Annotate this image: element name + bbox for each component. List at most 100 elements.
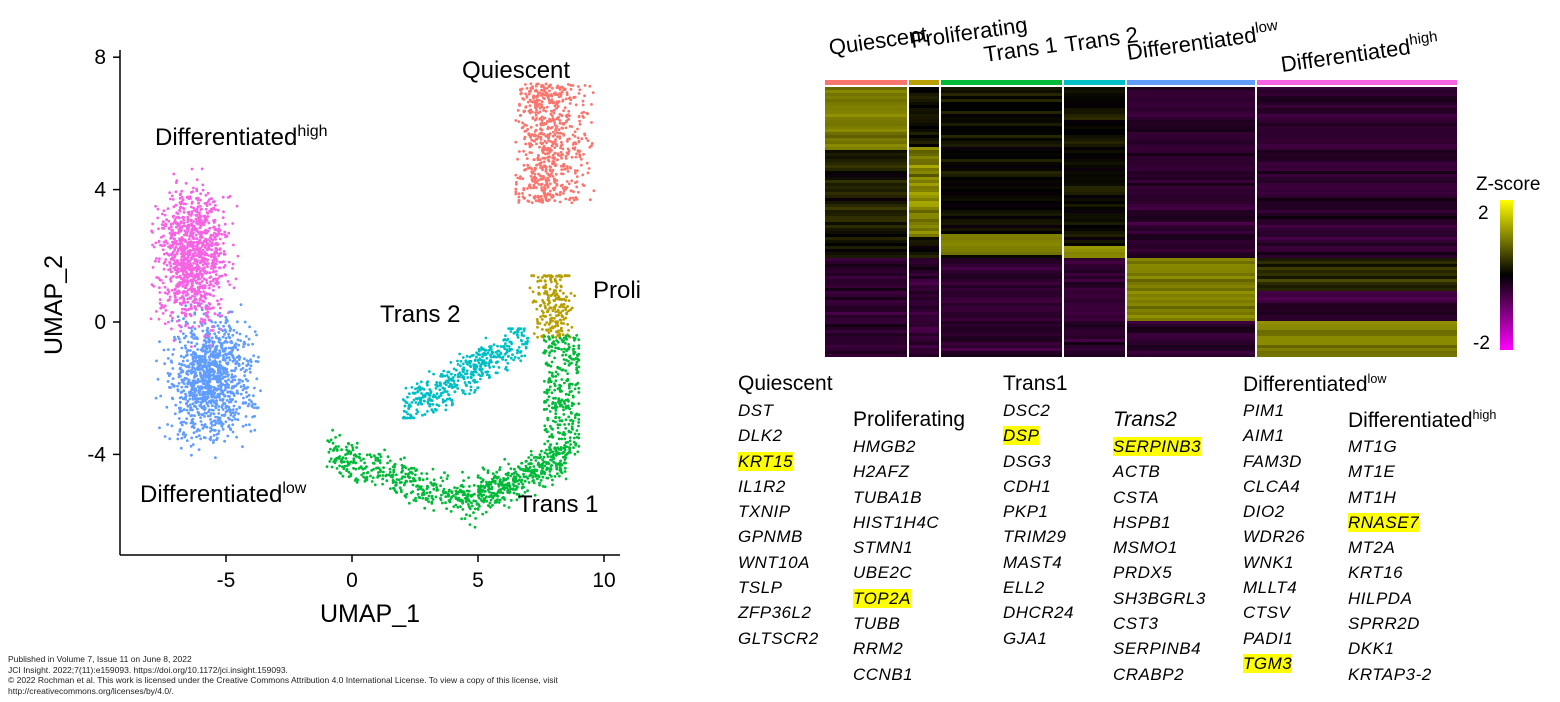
heatmap-cell <box>825 336 907 339</box>
data-point <box>196 368 200 372</box>
data-point <box>228 283 232 286</box>
data-point <box>546 418 550 422</box>
data-point <box>565 180 569 183</box>
heatmap-cell <box>909 126 939 129</box>
data-point <box>173 412 177 416</box>
data-point <box>161 220 165 224</box>
data-point <box>252 354 256 358</box>
data-point <box>461 501 464 505</box>
data-point <box>543 379 546 383</box>
data-point <box>574 103 578 107</box>
data-point <box>569 308 572 312</box>
data-point <box>221 377 225 380</box>
data-point <box>541 467 545 470</box>
data-point <box>247 343 250 347</box>
data-point <box>564 441 568 445</box>
data-point <box>207 245 211 249</box>
data-point <box>519 350 523 353</box>
data-point <box>162 227 166 230</box>
data-point <box>196 366 200 369</box>
data-point <box>218 232 221 236</box>
data-point <box>195 265 199 269</box>
heatmap-cell <box>941 165 1062 168</box>
heatmap-cell <box>909 240 939 243</box>
heatmap-cell <box>825 303 907 306</box>
data-point <box>532 274 536 278</box>
data-point <box>555 106 558 110</box>
data-point <box>546 125 550 129</box>
data-point <box>227 385 231 389</box>
data-point <box>399 488 403 492</box>
data-point <box>166 252 170 256</box>
data-point <box>568 102 572 105</box>
data-point <box>488 346 492 349</box>
data-point <box>253 428 257 432</box>
data-point <box>241 362 245 365</box>
data-point <box>183 376 187 380</box>
data-point <box>557 86 561 90</box>
data-point <box>516 334 519 337</box>
data-point <box>191 190 195 194</box>
data-point <box>543 160 546 164</box>
data-point <box>553 133 557 137</box>
data-point <box>556 324 560 328</box>
data-point <box>238 332 242 336</box>
data-point <box>526 187 529 190</box>
data-point <box>474 517 477 520</box>
heatmap-cell <box>941 141 1062 144</box>
data-point <box>577 424 580 428</box>
data-point <box>233 369 236 373</box>
heatmap-cell <box>909 303 939 306</box>
data-point <box>484 370 488 374</box>
data-point <box>554 420 557 424</box>
data-point <box>525 157 529 161</box>
data-point <box>151 266 155 269</box>
data-point <box>184 392 187 396</box>
x-axis-label: UMAP_1 <box>320 600 420 628</box>
data-point <box>171 243 175 247</box>
data-point <box>212 419 216 423</box>
data-point <box>376 475 379 479</box>
data-point <box>346 464 349 468</box>
data-point <box>496 490 500 494</box>
heatmap-cell <box>909 150 939 153</box>
data-point <box>202 343 205 347</box>
data-point <box>246 385 250 389</box>
data-point <box>558 200 562 204</box>
data-point <box>190 353 193 357</box>
data-point <box>543 442 547 446</box>
data-point <box>541 156 545 160</box>
data-point <box>548 470 552 473</box>
data-point <box>175 272 179 275</box>
data-point <box>570 155 574 159</box>
heatmap-cell <box>825 285 907 288</box>
data-point <box>352 466 355 470</box>
data-point <box>161 248 165 252</box>
data-point <box>581 173 585 177</box>
data-point <box>563 381 566 385</box>
data-point <box>553 388 557 392</box>
data-point <box>173 287 177 291</box>
data-point <box>199 270 202 273</box>
data-point <box>328 460 332 463</box>
data-point <box>558 461 561 465</box>
data-point <box>564 392 568 396</box>
data-point <box>567 430 571 433</box>
heatmap-cell <box>941 333 1062 336</box>
data-point <box>442 487 446 491</box>
data-point <box>411 483 415 487</box>
data-point <box>400 471 403 474</box>
data-point <box>550 433 554 436</box>
data-point <box>545 310 549 314</box>
data-point <box>464 372 467 376</box>
data-point <box>164 222 168 226</box>
data-point <box>216 416 220 419</box>
heatmap-cell <box>941 99 1062 102</box>
data-point <box>354 461 358 465</box>
data-point <box>223 264 227 267</box>
data-point <box>205 281 209 285</box>
heatmap-cell <box>1064 120 1125 123</box>
data-point <box>538 483 541 487</box>
data-point <box>565 358 568 362</box>
data-point <box>205 218 209 222</box>
